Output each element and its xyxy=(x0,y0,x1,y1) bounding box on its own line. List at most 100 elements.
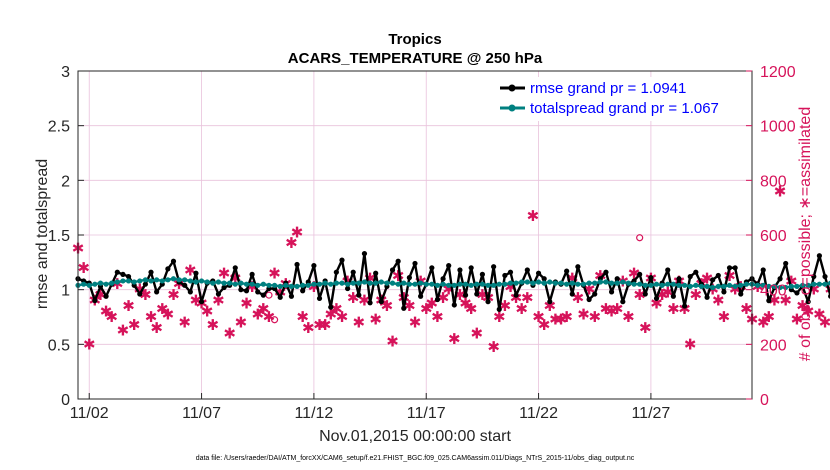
y-tick-label-left: 0.5 xyxy=(48,337,70,354)
totalspread-point xyxy=(109,280,115,286)
axis-ticks: 0 0.5 1 1.5 2 2.5 3 0 200 400 600 800 1000 1200 11/02 1… xyxy=(48,64,796,422)
totalspread-point xyxy=(552,280,559,286)
rmse-point xyxy=(653,295,660,302)
obs-assimilated-marker: ✱ xyxy=(369,312,382,329)
totalspread-point xyxy=(266,282,272,288)
totalspread-point xyxy=(300,282,306,288)
x-tick-label: 11/02 xyxy=(70,405,109,422)
rmse-point xyxy=(715,272,721,279)
rmse-point xyxy=(260,292,266,298)
obs-assimilated-marker: ✱ xyxy=(291,224,304,241)
obs-assimilated-marker: ✱ xyxy=(235,314,248,331)
obs-count-markers: ✱✱✱✱✱✱✱✱✱✱✱✱✱✱✱✱✱✱✱✱✱✱✱✱✱✱✱✱✱✱✱✱✱✱✱✱✱✱✱✱… xyxy=(72,183,830,356)
rmse-point xyxy=(665,267,671,273)
rmse-point xyxy=(429,265,435,271)
y-tick-label-right: 200 xyxy=(760,337,787,354)
rmse-point xyxy=(182,282,188,288)
y-tick-label-right: 400 xyxy=(760,283,787,300)
totalspread-point xyxy=(541,280,547,286)
rmse-point xyxy=(738,291,744,297)
obs-assimilated-marker: ✱ xyxy=(83,336,96,353)
totalspread-point xyxy=(620,279,626,285)
rmse-point xyxy=(125,273,132,280)
obs-assimilated-marker: ✱ xyxy=(650,295,663,312)
y-tick-label-right: 1200 xyxy=(760,64,796,81)
obs-assimilated-marker: ✱ xyxy=(740,301,753,318)
obs-assimilated-marker: ✱ xyxy=(549,312,562,329)
totalspread-point xyxy=(154,277,160,283)
rmse-point xyxy=(373,270,379,276)
x-tick-label: 11/27 xyxy=(631,405,670,422)
totalspread-point xyxy=(210,280,216,286)
totalspread-point xyxy=(373,280,379,286)
rmse-point xyxy=(620,299,626,305)
totalspread-point xyxy=(715,283,721,289)
rmse-point xyxy=(378,299,384,305)
totalspread-point xyxy=(389,280,396,286)
obs-assimilated-marker: ✱ xyxy=(353,314,366,331)
rmse-point xyxy=(710,277,716,283)
obs-assimilated-marker: ✱ xyxy=(532,309,545,326)
totalspread-point xyxy=(367,280,373,286)
totalspread-point xyxy=(614,280,620,286)
rmse-point xyxy=(350,269,356,275)
obs-assimilated-marker: ✱ xyxy=(319,317,332,334)
totalspread-point xyxy=(125,278,132,284)
rmse-point xyxy=(451,302,457,308)
totalspread-point xyxy=(564,281,570,287)
totalspread-point xyxy=(92,281,98,287)
totalspread-point xyxy=(384,280,390,286)
rmse-point xyxy=(614,276,620,282)
totalspread-point xyxy=(198,278,205,284)
rmse-point xyxy=(165,266,171,272)
rmse-point xyxy=(311,263,317,269)
totalspread-point xyxy=(148,278,154,284)
totalspread-point xyxy=(215,279,222,285)
rmse-point xyxy=(524,267,530,273)
totalspread-point xyxy=(305,282,311,288)
rmse-point xyxy=(154,289,160,295)
rmse-point xyxy=(474,291,480,297)
obs-assimilated-marker: ✱ xyxy=(201,304,214,321)
totalspread-point xyxy=(608,280,615,286)
obs-assimilated-marker: ✱ xyxy=(544,298,557,315)
rmse-point xyxy=(547,299,553,305)
obs-assimilated-marker: ✱ xyxy=(639,320,652,337)
rmse-point xyxy=(816,253,823,259)
rmse-point xyxy=(238,287,244,293)
rmse-point xyxy=(294,261,300,268)
rmse-point xyxy=(676,276,682,282)
obs-assimilated-marker: ✱ xyxy=(611,301,624,318)
rmse-point xyxy=(418,293,424,299)
totalspread-point xyxy=(86,282,92,288)
totalspread-point xyxy=(227,280,233,286)
obs-assimilated-marker: ✱ xyxy=(178,314,191,331)
obs-assimilated-marker: ✱ xyxy=(117,323,130,340)
rmse-point xyxy=(637,271,643,277)
totalspread-point xyxy=(592,280,598,286)
y-tick-label-left: 1 xyxy=(61,283,70,300)
totalspread-point xyxy=(328,281,334,287)
totalspread-point xyxy=(811,281,817,287)
obs-assimilated-marker: ✱ xyxy=(122,298,135,315)
rmse-point xyxy=(367,300,373,306)
rmse-point xyxy=(300,288,306,294)
totalspread-point xyxy=(682,282,688,288)
obs-assimilated-marker: ✱ xyxy=(527,208,540,225)
rmse-point xyxy=(642,291,648,297)
obs-assimilated-marker: ✱ xyxy=(791,312,804,329)
obs-assimilated-marker: ✱ xyxy=(420,301,433,318)
obs-assimilated-marker: ✱ xyxy=(162,306,175,323)
obs-assimilated-marker: ✱ xyxy=(358,293,371,310)
totalspread-point xyxy=(653,281,660,287)
totalspread-point xyxy=(794,283,800,289)
legend-box xyxy=(496,77,742,121)
obs-assimilated-marker: ✱ xyxy=(207,317,220,334)
rmse-point xyxy=(142,281,148,287)
obs-assimilated-marker: ✱ xyxy=(690,287,703,304)
totalspread-point xyxy=(322,280,328,286)
rmse-point xyxy=(446,263,452,269)
legend-rmse-label: rmse grand pr = 1.0941 xyxy=(530,80,686,97)
totalspread-point xyxy=(502,281,508,287)
rmse-point xyxy=(575,264,581,270)
